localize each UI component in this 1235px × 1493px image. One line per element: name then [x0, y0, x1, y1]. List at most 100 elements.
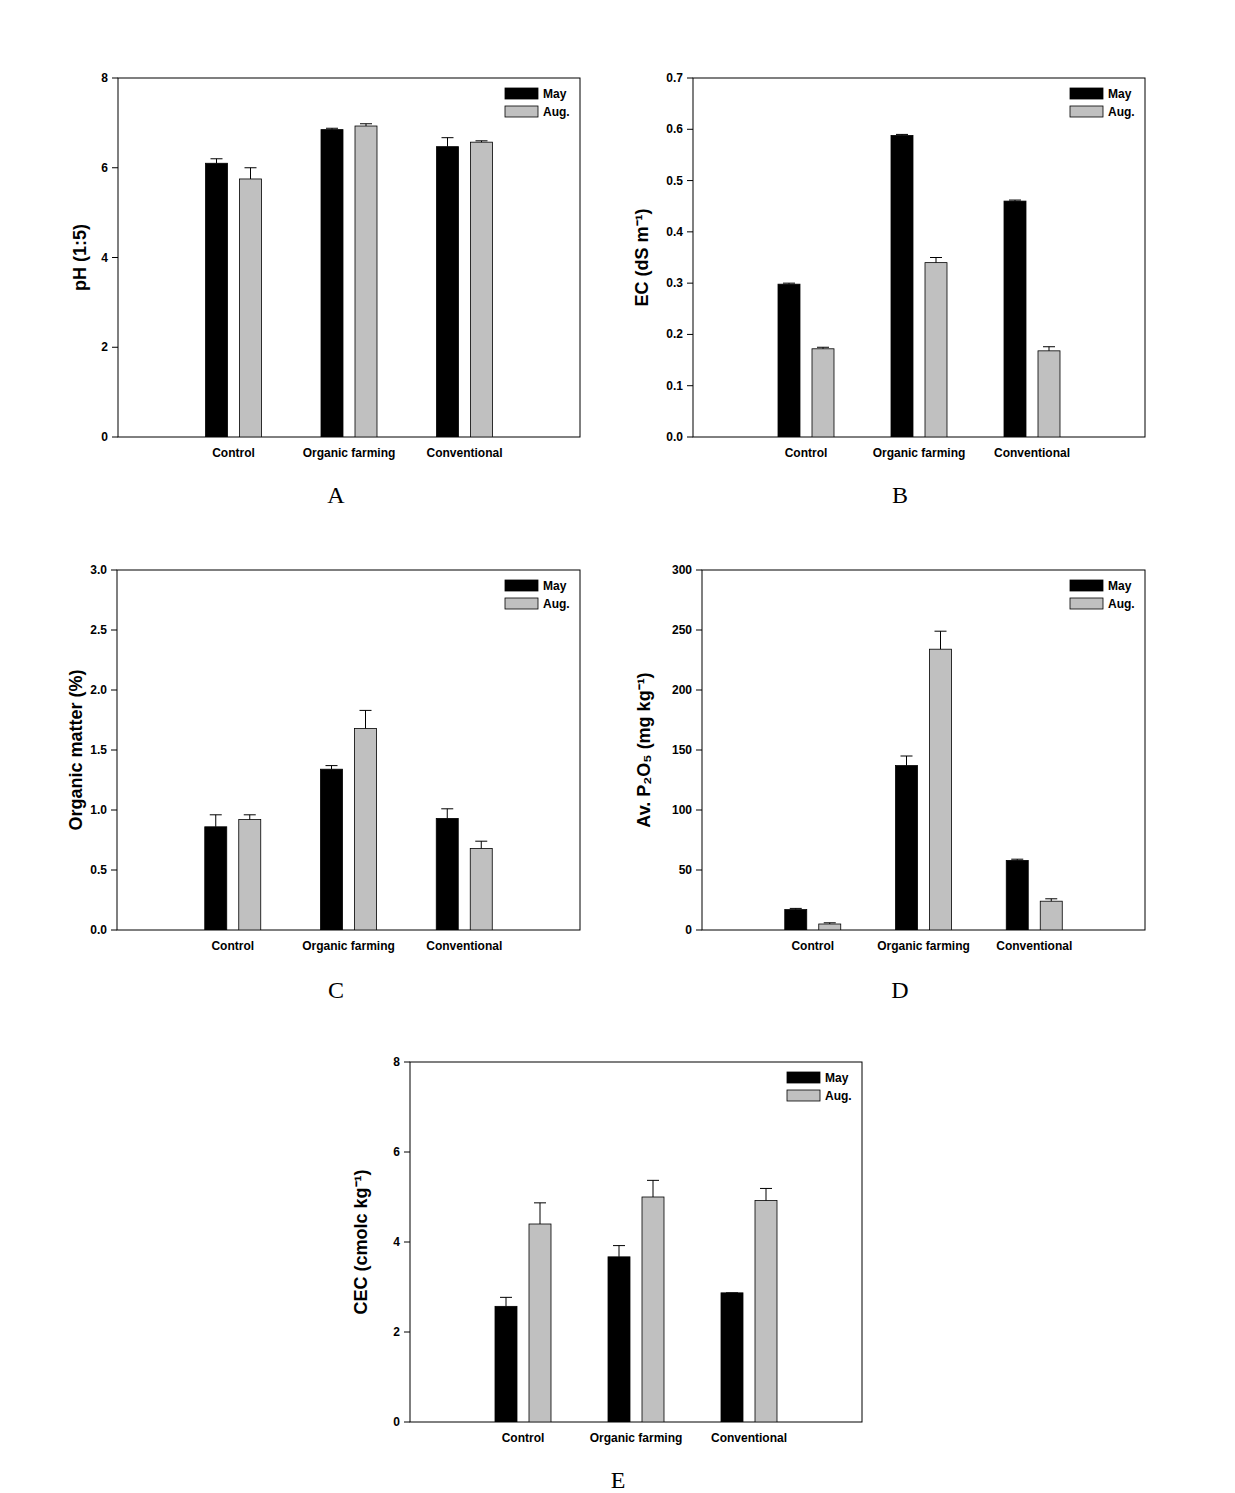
legend-swatch [1070, 598, 1103, 609]
y-tick [112, 167, 118, 168]
y-axis-label: Organic matter (%) [66, 669, 86, 830]
figure: 02468pH (1:5)ControlOrganic farmingConve… [0, 0, 1235, 1493]
bar [495, 1306, 517, 1422]
y-tick [112, 78, 118, 79]
bar [812, 349, 834, 437]
error-bar [475, 841, 487, 848]
y-tick [687, 129, 693, 130]
y-tick-label: 1.0 [90, 803, 107, 817]
y-tick-label: 100 [672, 803, 692, 817]
y-tick-label: 6 [393, 1145, 400, 1159]
error-bar [613, 1246, 625, 1257]
bar [930, 649, 952, 930]
y-tick [111, 690, 117, 691]
panel-label: C [328, 977, 344, 1003]
y-tick [111, 810, 117, 811]
error-bar [326, 766, 338, 770]
error-bar [211, 159, 223, 163]
legend: MayAug. [505, 579, 570, 611]
legend-swatch [1070, 580, 1103, 591]
y-tick [404, 1152, 410, 1153]
y-tick-label: 0 [393, 1415, 400, 1429]
y-tick-label: 0.1 [666, 379, 683, 393]
bar [240, 179, 262, 437]
error-bar [783, 283, 795, 284]
x-tick-label: Conventional [426, 939, 502, 953]
error-bar [360, 124, 372, 126]
x-tick-label: Organic farming [590, 1431, 683, 1445]
x-tick-label: Control [791, 939, 834, 953]
y-tick [696, 930, 702, 931]
y-tick [687, 385, 693, 386]
y-tick [696, 810, 702, 811]
y-tick [687, 437, 693, 438]
y-tick-label: 2 [393, 1325, 400, 1339]
legend-swatch [505, 580, 538, 591]
y-tick [112, 347, 118, 348]
y-tick-label: 0.6 [666, 122, 683, 136]
bar [205, 827, 227, 930]
chart-panel: 02468pH (1:5)ControlOrganic farmingConve… [70, 71, 580, 508]
y-tick [404, 1332, 410, 1333]
y-axis-label: EC (dS m⁻¹) [632, 208, 652, 306]
y-tick-label: 0 [101, 430, 108, 444]
y-tick [404, 1242, 410, 1243]
y-tick [687, 231, 693, 232]
error-bar [210, 815, 222, 827]
bar [721, 1293, 743, 1422]
bar [896, 766, 918, 930]
y-tick [696, 630, 702, 631]
error-bar [441, 809, 453, 819]
error-bar [360, 710, 372, 728]
bar [925, 263, 947, 437]
y-tick [404, 1422, 410, 1423]
bar [1006, 860, 1028, 930]
legend-swatch [1070, 106, 1103, 117]
bar [529, 1224, 551, 1422]
chart-panel: 0.00.51.01.52.02.53.0Organic matter (%)C… [66, 563, 580, 1003]
legend-label: May [543, 87, 567, 101]
y-tick [112, 257, 118, 258]
error-bar [726, 1292, 738, 1293]
x-tick-label: Organic farming [873, 446, 966, 460]
bar [437, 147, 459, 437]
y-tick-label: 4 [393, 1235, 400, 1249]
bar [778, 284, 800, 437]
y-tick [687, 180, 693, 181]
legend-swatch [505, 88, 538, 99]
marks [205, 710, 493, 930]
y-tick [687, 334, 693, 335]
legend-swatch [787, 1072, 820, 1083]
y-tick [111, 870, 117, 871]
chart-panel: 050100150200250300Av. P₂O₅ (mg kg⁻¹)Cont… [634, 563, 1145, 1003]
y-axis-label: pH (1:5) [70, 224, 90, 291]
legend-label: Aug. [825, 1089, 852, 1103]
panel-label: A [327, 482, 345, 508]
bar [642, 1197, 664, 1422]
bar [1040, 901, 1062, 930]
panel-label: E [611, 1467, 626, 1493]
error-bar [442, 138, 454, 147]
legend-swatch [505, 598, 538, 609]
y-tick [404, 1062, 410, 1063]
error-bar [244, 815, 256, 820]
legend-swatch [505, 106, 538, 117]
marks [206, 124, 493, 437]
y-tick [112, 437, 118, 438]
legend-label: Aug. [1108, 597, 1135, 611]
bar [321, 130, 343, 437]
error-bar [1045, 899, 1057, 901]
bar [355, 126, 377, 437]
plot-frame [118, 78, 580, 437]
bar [785, 910, 807, 930]
y-tick [111, 930, 117, 931]
y-tick-label: 4 [101, 251, 108, 265]
y-tick-label: 0 [685, 923, 692, 937]
y-tick-label: 3.0 [90, 563, 107, 577]
error-bar [534, 1203, 546, 1224]
error-bar [1009, 200, 1021, 201]
bar [470, 848, 492, 930]
x-tick-label: Conventional [996, 939, 1072, 953]
error-bar [500, 1297, 512, 1306]
y-tick-label: 300 [672, 563, 692, 577]
